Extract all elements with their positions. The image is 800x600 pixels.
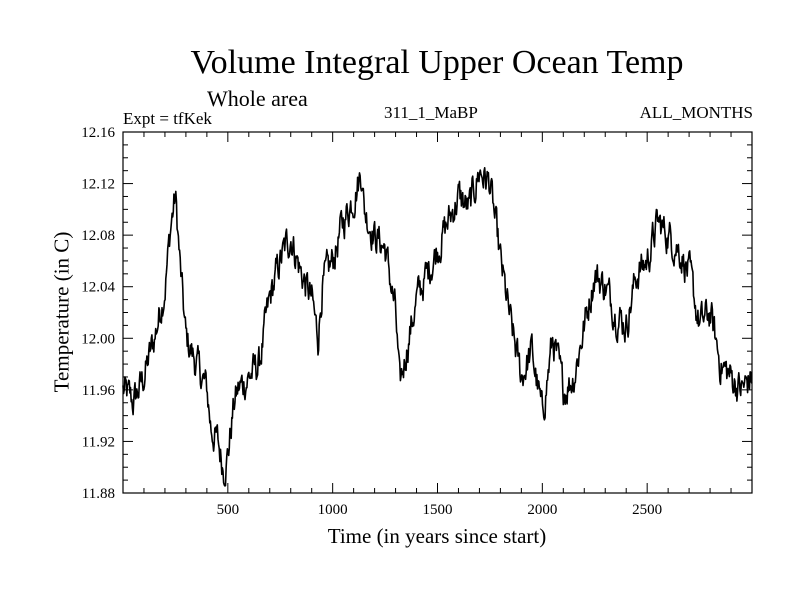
plot-frame (122, 131, 753, 494)
x-tick-label: 1500 (423, 502, 453, 518)
chart-title: Volume Integral Upper Ocean Temp (190, 44, 684, 81)
x-tick-label: 1000 (318, 502, 348, 518)
y-tick-label: 11.92 (82, 434, 115, 450)
y-tick-label: 12.08 (81, 228, 115, 244)
chart-subtitle: Whole area (207, 86, 308, 111)
x-tick-label: 2500 (632, 502, 662, 518)
y-tick-label: 11.88 (82, 486, 115, 502)
months-label: ALL_MONTHS (639, 103, 753, 122)
axis-ticks (123, 131, 752, 494)
y-tick-label: 11.96 (82, 383, 116, 399)
run-label: 311_1_MaBP (384, 103, 478, 122)
x-tick-label: 500 (217, 502, 240, 518)
x-tick-label: 2000 (527, 502, 557, 518)
experiment-label: Expt = tfKek (123, 109, 212, 128)
x-axis-label: Time (in years since start) (327, 524, 547, 548)
y-tick-label: 12.04 (81, 280, 115, 296)
temperature-series-line (122, 167, 753, 487)
tick-labels: 500 1000 1500 2000 2500 11.88 11.92 11.96 12.00 1… (81, 125, 662, 518)
y-tick-label: 12.16 (81, 125, 115, 141)
y-tick-label: 12.00 (81, 331, 115, 347)
y-tick-label: 12.12 (81, 177, 115, 193)
